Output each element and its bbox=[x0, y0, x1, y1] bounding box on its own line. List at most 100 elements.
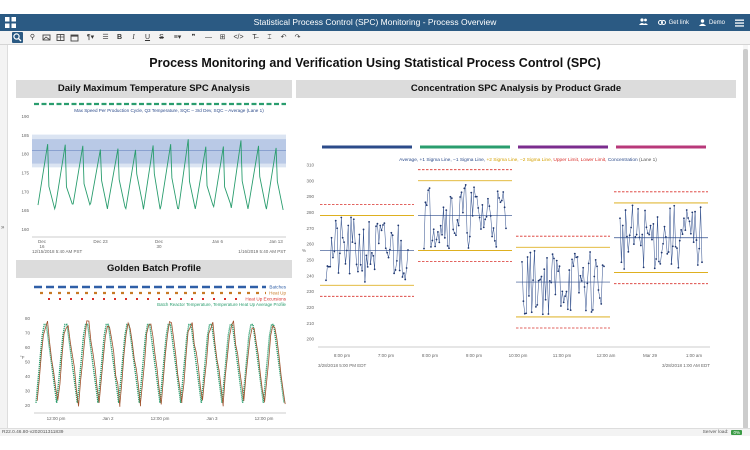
concentration-point bbox=[692, 241, 695, 244]
redo-icon[interactable]: ↷ bbox=[294, 34, 301, 41]
concentration-point bbox=[631, 204, 634, 207]
concentration-point bbox=[695, 239, 698, 241]
concentration-point bbox=[566, 308, 569, 311]
format-painter-icon[interactable]: ⌶ bbox=[267, 34, 272, 41]
concentration-point bbox=[539, 278, 541, 281]
vertical-scrollbar[interactable] bbox=[743, 45, 748, 429]
user-menu[interactable]: Demo bbox=[698, 19, 725, 26]
users-icon[interactable] bbox=[638, 18, 648, 27]
code-icon[interactable]: </> bbox=[233, 34, 244, 41]
concentration-point bbox=[651, 238, 653, 241]
paragraph-icon[interactable]: ¶▾ bbox=[86, 34, 95, 41]
sigma-band bbox=[32, 139, 286, 164]
concentration-point bbox=[361, 269, 364, 272]
left-gutter[interactable]: » bbox=[0, 45, 8, 428]
concentration-point bbox=[424, 201, 427, 204]
y-tick-label: 170 bbox=[21, 189, 29, 194]
concentration-point bbox=[482, 226, 485, 229]
bold-icon[interactable]: B bbox=[116, 34, 123, 41]
concentration-point bbox=[525, 312, 528, 315]
align-icon[interactable]: ≡▾ bbox=[173, 34, 182, 41]
clear-format-icon[interactable]: T̶ bbox=[252, 34, 257, 41]
concentration-spc-chart[interactable]: Average, +1 Sigma Line, −1 Sigma Line, +… bbox=[296, 99, 736, 374]
strike-icon[interactable]: S bbox=[159, 34, 164, 41]
table-icon[interactable] bbox=[55, 32, 66, 43]
concentration-point bbox=[645, 226, 648, 229]
concentration-point bbox=[671, 245, 674, 248]
x-tick-label: 8:00 pm bbox=[334, 353, 351, 358]
concentration-point bbox=[670, 263, 673, 265]
concentration-point bbox=[543, 268, 546, 271]
calendar-icon[interactable] bbox=[69, 32, 80, 43]
undo-icon[interactable]: ↶ bbox=[280, 34, 287, 41]
quote-icon[interactable]: ❞ bbox=[191, 34, 196, 41]
concentration-point bbox=[495, 245, 498, 248]
get-link-button[interactable]: Get link bbox=[657, 19, 689, 26]
server-load-badge: 0% bbox=[731, 430, 742, 435]
concentration-point bbox=[500, 199, 503, 202]
concentration-point bbox=[557, 270, 560, 273]
daily-max-temp-chart[interactable]: Max Speed Per Production Cycle, Q3 Tempe… bbox=[16, 99, 292, 257]
scrollbar-thumb[interactable] bbox=[743, 49, 748, 429]
y-tick-label: 230 bbox=[306, 289, 314, 294]
legend-excursions: Heat Up Excursions bbox=[245, 297, 286, 302]
concentration-point bbox=[462, 211, 464, 214]
concentration-point bbox=[530, 311, 533, 314]
concentration-point bbox=[673, 204, 676, 207]
concentration-point bbox=[430, 246, 432, 248]
search-icon[interactable] bbox=[12, 32, 23, 43]
concentration-point bbox=[362, 228, 365, 231]
concentration-point bbox=[688, 220, 691, 223]
underline-icon[interactable]: U bbox=[144, 34, 151, 41]
status-bar: R22.0.46.80-v202011311839 Server load: 0… bbox=[0, 428, 750, 436]
concentration-point bbox=[676, 247, 678, 250]
concentration-point bbox=[600, 303, 603, 305]
concentration-point bbox=[352, 218, 355, 221]
concentration-point bbox=[626, 235, 628, 238]
x-tick-label: 16 bbox=[39, 244, 45, 249]
link-icon[interactable]: ⚲ bbox=[29, 34, 36, 41]
concentration-point bbox=[446, 244, 449, 247]
concentration-point bbox=[621, 224, 624, 227]
concentration-point bbox=[619, 217, 621, 220]
concentration-point bbox=[540, 275, 543, 278]
concentration-point bbox=[405, 267, 408, 269]
concentration-point bbox=[351, 241, 354, 244]
concentration-point bbox=[435, 238, 438, 241]
concentration-point bbox=[347, 224, 350, 227]
concentration-point bbox=[370, 252, 373, 254]
x-tick-label: Jan 2 bbox=[102, 416, 114, 421]
concentration-point bbox=[620, 261, 623, 264]
concentration-point bbox=[681, 233, 684, 236]
chart3-container: Average, +1 Sigma Line, −1 Sigma Line, +… bbox=[296, 99, 736, 374]
concentration-point bbox=[669, 207, 671, 210]
concentration-point bbox=[685, 209, 688, 211]
concentration-point bbox=[393, 272, 396, 275]
concentration-point bbox=[653, 267, 656, 270]
concentration-point bbox=[579, 274, 582, 277]
hamburger-menu-icon[interactable] bbox=[735, 19, 744, 27]
y-tick-label: 290 bbox=[306, 194, 314, 199]
hr-icon[interactable]: ― bbox=[205, 34, 212, 41]
image-icon[interactable] bbox=[41, 32, 52, 43]
concentration-point bbox=[523, 312, 526, 315]
concentration-point bbox=[522, 300, 525, 303]
x-tick-label: 12:00 pm bbox=[151, 416, 170, 421]
concentration-point bbox=[694, 210, 696, 213]
list-icon[interactable]: ☰ bbox=[102, 34, 109, 41]
concentration-point bbox=[644, 209, 646, 212]
app-grid-icon[interactable] bbox=[4, 16, 17, 29]
concentration-point bbox=[369, 263, 372, 266]
start-label: 12/15/2018 5:40 AM PST bbox=[32, 249, 83, 254]
concentration-point bbox=[698, 247, 701, 250]
italic-icon[interactable]: I bbox=[132, 33, 135, 41]
server-load-label: Server load: bbox=[702, 430, 729, 435]
expand-arrow-icon[interactable]: » bbox=[1, 225, 5, 231]
y-tick-label: 180 bbox=[21, 152, 29, 157]
concentration-point bbox=[364, 280, 366, 283]
concentration-point bbox=[485, 215, 488, 218]
table-insert-icon[interactable]: ⊞ bbox=[219, 34, 226, 41]
concentration-point bbox=[448, 247, 450, 250]
x-tick-label: 30 bbox=[156, 244, 162, 249]
